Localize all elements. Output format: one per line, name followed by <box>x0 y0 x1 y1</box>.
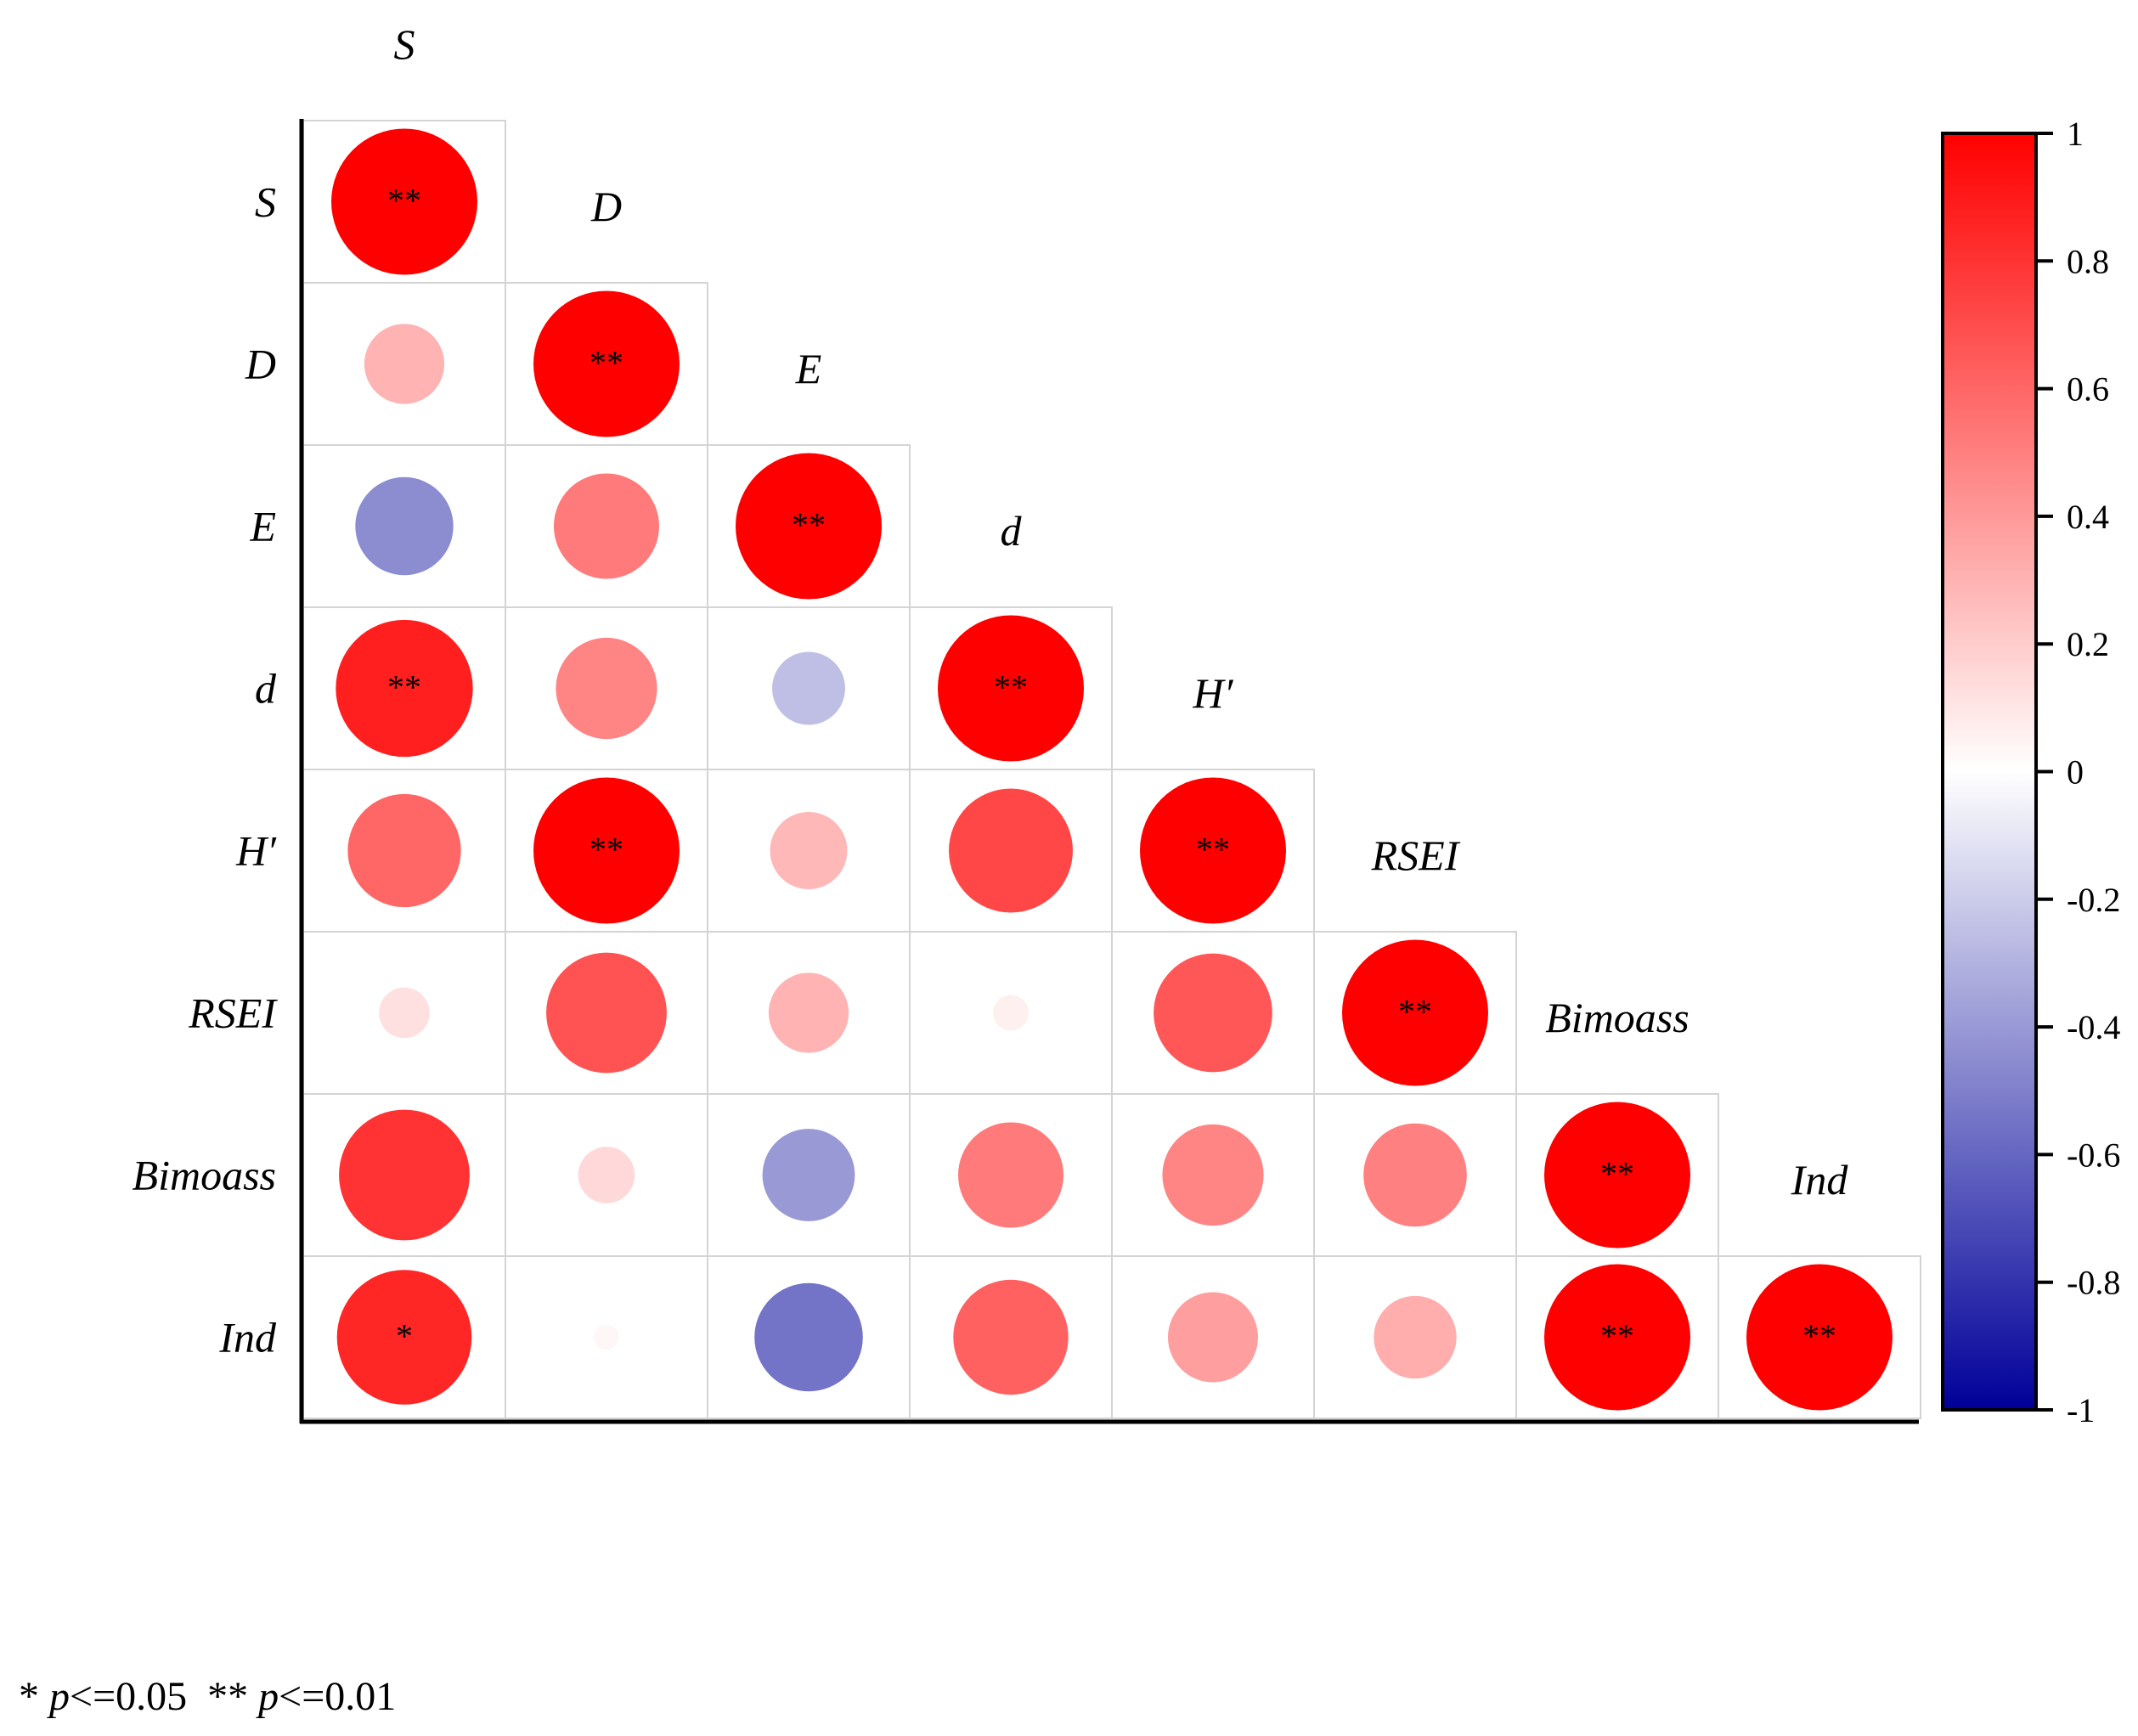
footnote-star1: * <box>19 1674 49 1719</box>
corr-circle <box>1342 939 1488 1086</box>
corr-circle <box>1746 1264 1893 1411</box>
cell-7-7 <box>1718 1255 1921 1419</box>
matrix-cells <box>302 120 1921 1419</box>
corr-circle <box>772 651 845 725</box>
corr-circle <box>949 788 1073 913</box>
corr-circle <box>379 987 430 1039</box>
corr-circle <box>1544 1264 1690 1411</box>
significance-mark: ** <box>1196 831 1230 869</box>
corr-circle <box>957 1122 1064 1228</box>
corr-circle <box>992 995 1030 1031</box>
corr-circle <box>364 324 445 404</box>
corr-circle <box>556 637 657 740</box>
column-label: D <box>590 183 622 230</box>
row-label: D <box>245 341 276 388</box>
corr-circle <box>1363 1123 1467 1227</box>
colorbar-tick-label: 0.8 <box>2067 242 2109 280</box>
corr-circle <box>336 619 473 758</box>
colorbar-gradient <box>1941 132 2038 1412</box>
column-label: E <box>795 345 822 392</box>
corr-circle <box>938 615 1084 762</box>
footnote-cond2: <=0.01 <box>279 1674 397 1719</box>
corr-circle <box>336 1270 472 1405</box>
corr-circle <box>331 128 477 275</box>
corr-circle <box>953 1279 1069 1395</box>
row-label: S <box>255 178 276 226</box>
significance-mark: ** <box>1600 1317 1634 1356</box>
column-label: Ind <box>1791 1156 1849 1203</box>
corr-circle <box>770 811 848 890</box>
significance-footnote: * p<=0.05 ** p<=0.01 <box>19 1673 396 1720</box>
corr-circle <box>1154 953 1272 1073</box>
corr-circle <box>768 972 849 1053</box>
colorbar-tick-label: 0 <box>2067 753 2084 792</box>
colorbar-tick-label: -0.8 <box>2067 1264 2120 1302</box>
column-label: d <box>1001 507 1023 555</box>
footnote-p2: p <box>258 1674 279 1719</box>
variable-labels: S S D D E Ed d H′ H′ RSEI RSEI Bimoass Bimoass Ind Ind <box>133 20 1849 1361</box>
significance-mark: ** <box>590 831 623 869</box>
significance-mark: ** <box>387 182 421 220</box>
corr-circle <box>1162 1124 1264 1226</box>
column-label: S <box>394 20 415 68</box>
significance-mark: ** <box>1398 993 1432 1031</box>
significance-mark: ** <box>590 344 623 382</box>
corr-circle <box>762 1129 855 1221</box>
footnote-cond1: <=0.05 ** <box>70 1674 259 1719</box>
footnote-p1: p <box>49 1674 70 1719</box>
significance-mark: ** <box>387 668 421 707</box>
colorbar-tick-label: 1 <box>2067 115 2084 153</box>
corr-circle <box>1374 1295 1457 1379</box>
corr-circle <box>1140 777 1286 924</box>
column-label: H′ <box>1192 669 1233 717</box>
corr-circle <box>553 473 660 579</box>
colorbar-tick-label: 0.4 <box>2067 498 2109 536</box>
row-label: H′ <box>235 827 277 875</box>
corr-circle <box>533 290 680 437</box>
corr-circle <box>355 476 454 576</box>
colorbar: 1 0.8 0.6 0.4 0.2 0 -0.2 -0.4 -0.6 -0.8 -1 <box>1941 115 2120 1429</box>
column-label: RSEI <box>1371 831 1461 879</box>
colorbar-tick-label: 0.6 <box>2067 370 2109 409</box>
corr-circle <box>347 793 461 908</box>
corr-circle <box>594 1324 619 1350</box>
colorbar-tick-label: -0.2 <box>2067 881 2120 919</box>
corr-circle <box>546 952 667 1074</box>
colorbar-tick-label: -0.4 <box>2067 1008 2120 1046</box>
corr-circle <box>736 453 882 600</box>
corr-circle <box>1544 1102 1690 1248</box>
column-label: Bimoass <box>1545 994 1689 1041</box>
significance-mark: ** <box>994 668 1028 707</box>
corr-circle <box>754 1282 863 1392</box>
row-label: d <box>255 665 277 713</box>
row-label: Ind <box>218 1314 277 1361</box>
significance-mark: ** <box>1600 1155 1634 1193</box>
colorbar-tick-label: -1 <box>2067 1391 2095 1429</box>
corr-circle <box>533 777 680 924</box>
colorbar-ticks: 1 0.8 0.6 0.4 0.2 0 -0.2 -0.4 -0.6 -0.8 -1 <box>2036 115 2120 1429</box>
correlation-marks: ******** **** ******* ** ** <box>331 128 1893 1411</box>
row-label: Bimoass <box>133 1152 276 1199</box>
colorbar-tick-label: -0.6 <box>2067 1136 2120 1174</box>
significance-mark: ** <box>792 506 826 544</box>
corr-circle <box>578 1147 635 1203</box>
row-label: RSEI <box>188 989 278 1037</box>
row-label: E <box>249 503 276 550</box>
significance-mark: * <box>396 1317 413 1356</box>
corr-circle <box>1167 1292 1259 1383</box>
colorbar-tick-label: 0.2 <box>2067 625 2109 663</box>
significance-mark: ** <box>1802 1317 1836 1356</box>
corr-circle <box>339 1109 470 1241</box>
